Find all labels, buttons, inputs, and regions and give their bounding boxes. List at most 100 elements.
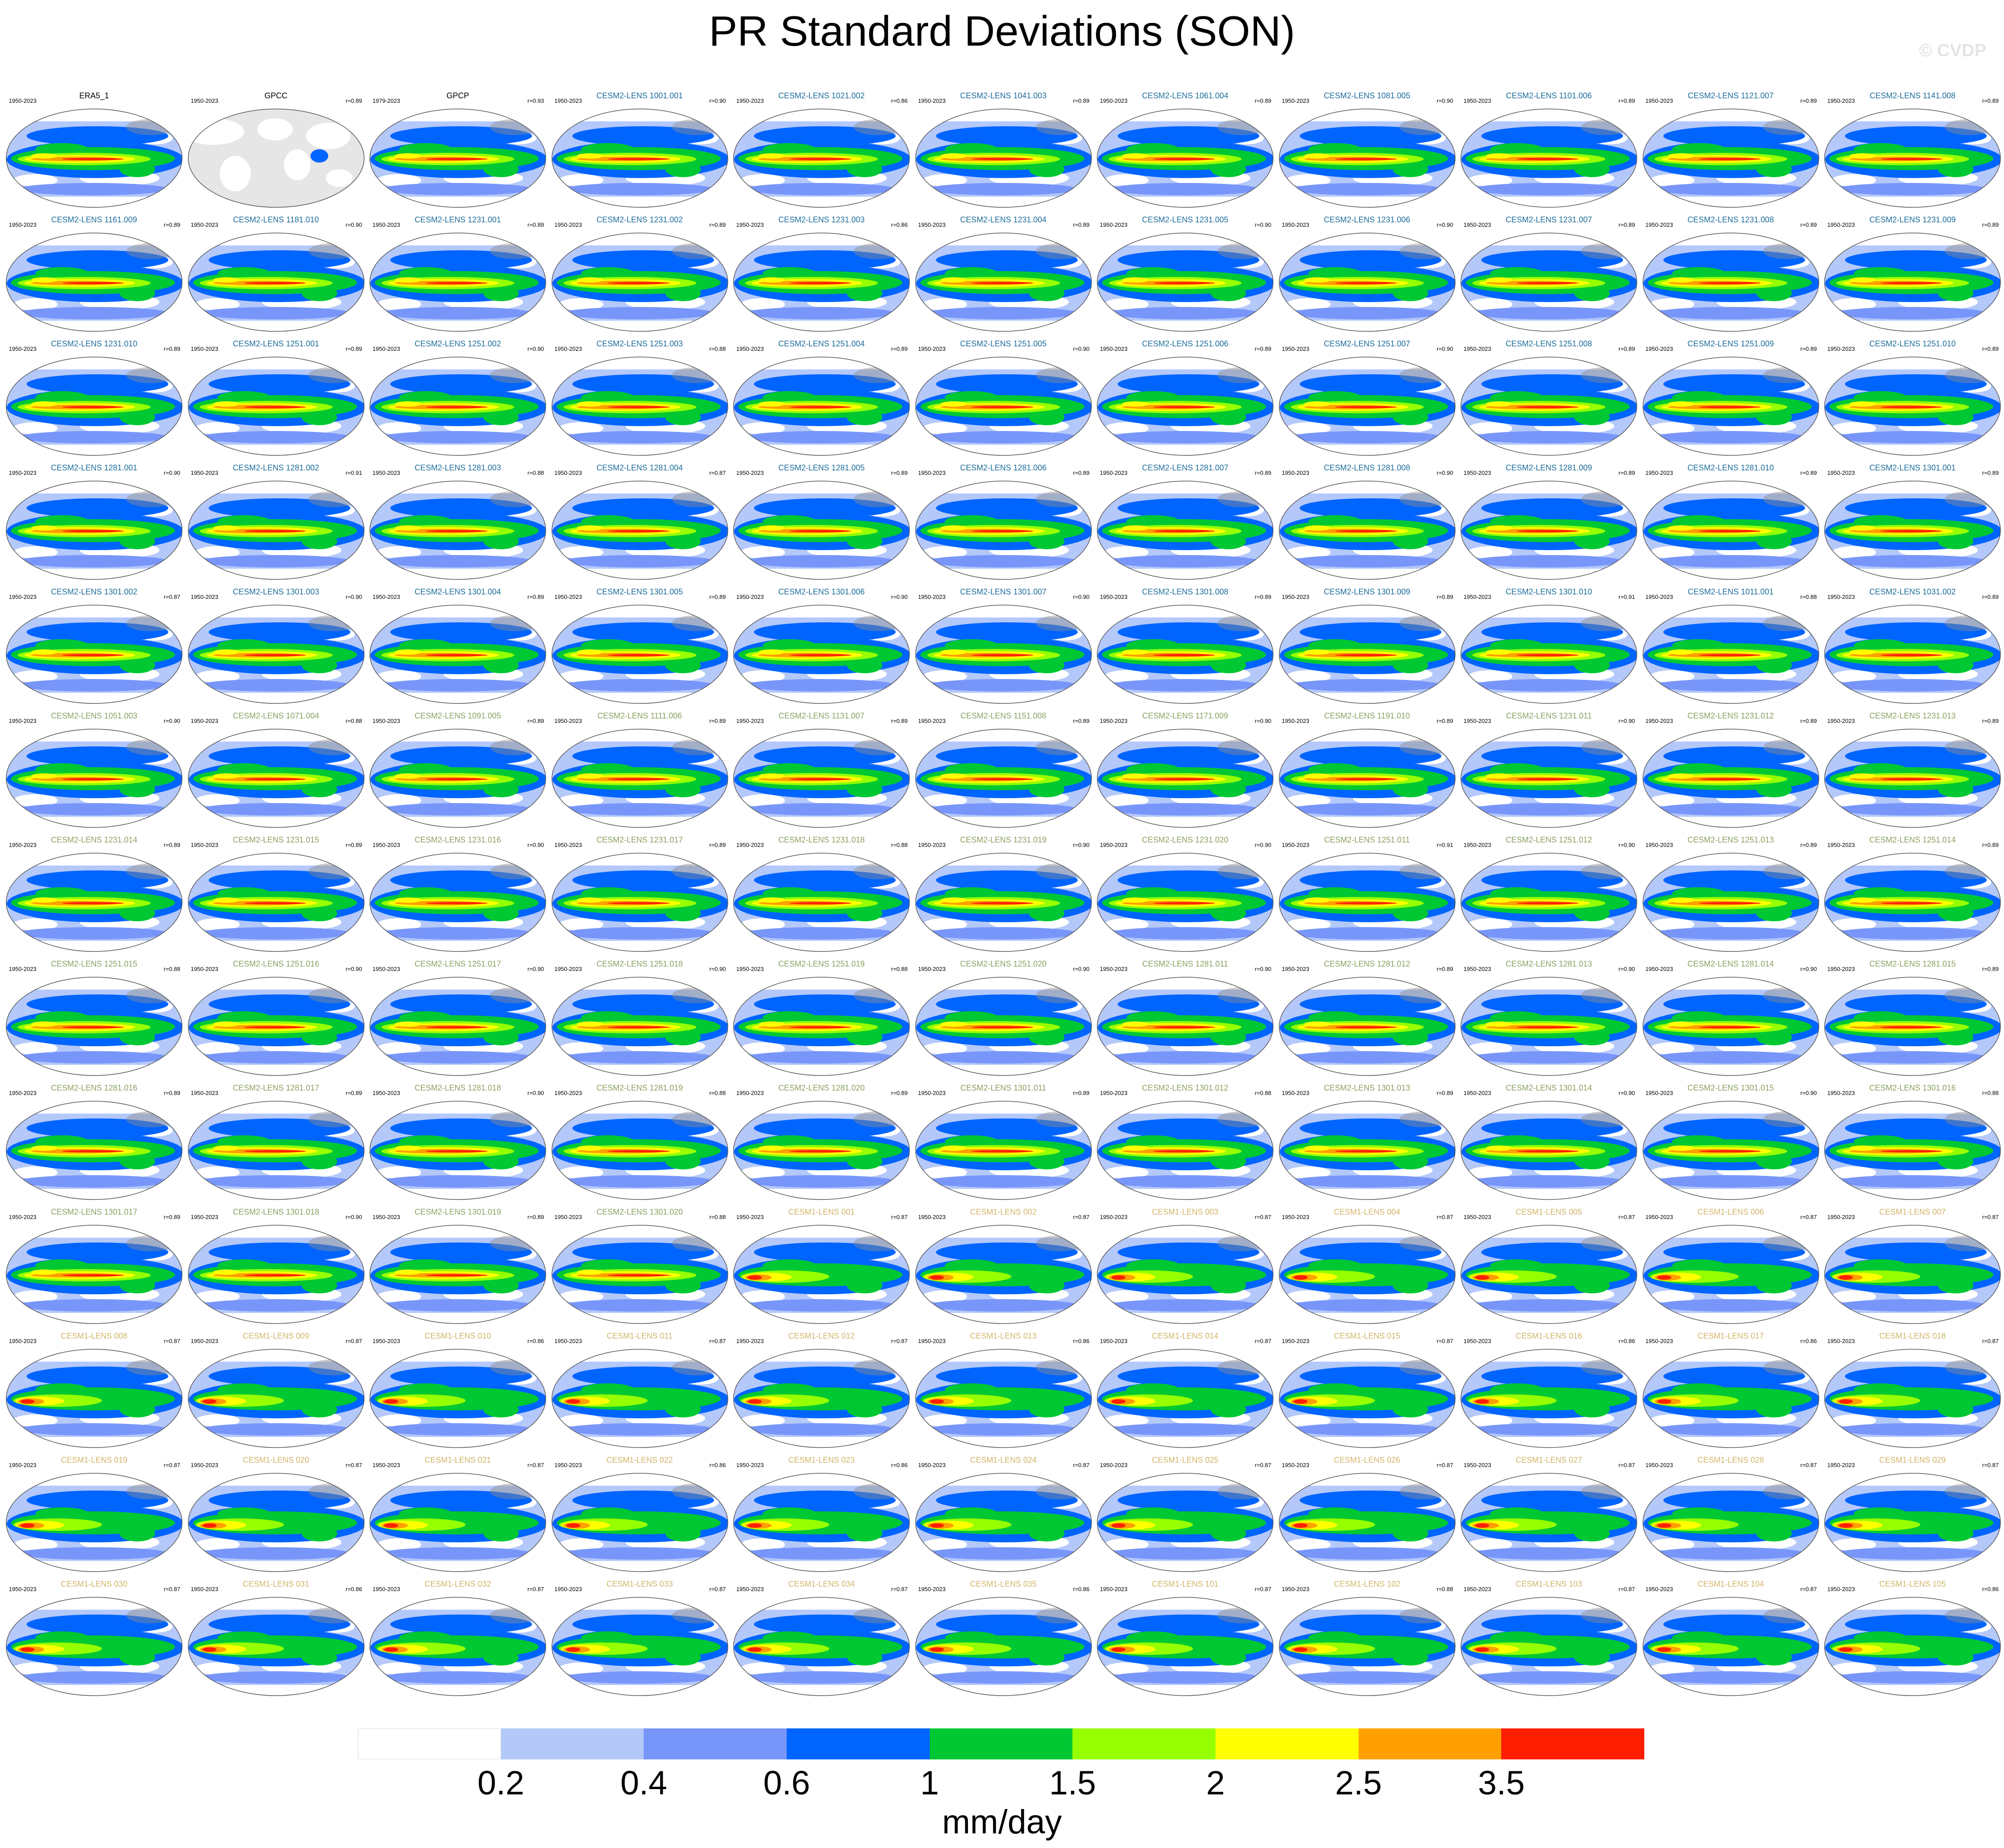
panel-correlation: r=0.87 (163, 1338, 180, 1344)
panel-title: ERA5_1 (79, 91, 109, 100)
map-panel: CESM2-LENS 1281.009 1950-2023 r=0.89 (1459, 461, 1639, 580)
panel-period: 1950-2023 (1464, 221, 1491, 228)
panel-title: CESM2-LENS 1251.004 (778, 339, 865, 348)
panel-title: CESM2-LENS 1001.001 (596, 91, 683, 100)
panel-title: CESM2-LENS 1301.007 (960, 587, 1047, 596)
panel-correlation: r=0.88 (891, 842, 908, 848)
panel-correlation: r=0.89 (346, 842, 362, 848)
panel-title: CESM2-LENS 1231.001 (414, 215, 501, 224)
panel-correlation: r=0.90 (1073, 346, 1090, 352)
map-panel: CESM2-LENS 1031.002 1950-2023 r=0.89 (1823, 585, 2002, 704)
panel-correlation: r=0.90 (891, 594, 908, 600)
map-panel: CESM2-LENS 1231.005 1950-2023 r=0.90 (1095, 213, 1275, 332)
panel-title: CESM1-LENS 010 (424, 1332, 491, 1340)
panel-correlation: r=0.87 (1982, 1338, 1999, 1344)
map-panel: CESM2-LENS 1301.019 1950-2023 r=0.89 (368, 1205, 548, 1324)
map-panel: CESM2-LENS 1131.007 1950-2023 r=0.89 (732, 709, 911, 828)
panel-title: CESM2-LENS 1231.004 (960, 215, 1047, 224)
map (1824, 357, 2001, 456)
map-panel: CESM2-LENS 1231.014 1950-2023 r=0.89 (4, 833, 184, 952)
panel-title: CESM2-LENS 1281.019 (596, 1083, 683, 1092)
panel-correlation: r=0.88 (1254, 1090, 1271, 1096)
map-panel: CESM2-LENS 1301.002 1950-2023 r=0.87 (4, 585, 184, 704)
map (6, 605, 183, 704)
map-panel: CESM2-LENS 1301.013 1950-2023 r=0.89 (1278, 1081, 1457, 1200)
panel-correlation: r=0.89 (1800, 97, 1817, 104)
map-panel: CESM1-LENS 102 1950-2023 r=0.88 (1278, 1577, 1457, 1697)
panel-correlation: r=0.89 (1982, 346, 1999, 352)
panel-correlation: r=0.90 (163, 470, 180, 476)
map-panel: CESM2-LENS 1301.005 1950-2023 r=0.89 (550, 585, 730, 704)
panel-period: 1950-2023 (554, 97, 582, 104)
map (1278, 1101, 1456, 1200)
panel-period: 1950-2023 (373, 594, 400, 600)
panel-title: CESM2-LENS 1231.002 (596, 215, 683, 224)
panel-correlation: r=0.86 (1073, 1586, 1090, 1592)
map (1824, 605, 2001, 704)
panel-period: 1979-2023 (373, 97, 400, 104)
panel-title: CESM2-LENS 1251.003 (596, 339, 683, 348)
colorbar-swatch (358, 1728, 501, 1759)
panel-correlation: r=0.90 (1254, 221, 1271, 228)
panel-period: 1950-2023 (736, 1586, 764, 1592)
panel-correlation: r=0.89 (1437, 718, 1453, 724)
colorbar-tick-label: 0.6 (763, 1764, 810, 1802)
map (1642, 977, 1819, 1076)
panel-title: CESM2-LENS 1231.013 (1869, 711, 1956, 720)
panel-period: 1950-2023 (918, 594, 946, 600)
map (1460, 1101, 1637, 1200)
panel-correlation: r=0.89 (527, 221, 544, 228)
map (915, 729, 1092, 828)
panel-title: CESM2-LENS 1251.002 (414, 339, 501, 348)
map-panel: CESM2-LENS 1251.014 1950-2023 r=0.89 (1823, 833, 2002, 952)
panel-correlation: r=0.89 (1618, 97, 1635, 104)
panel-period: 1950-2023 (373, 1090, 400, 1096)
map-panel: CESM2-LENS 1161.009 1950-2023 r=0.89 (4, 213, 184, 332)
panel-period: 1950-2023 (1464, 1462, 1491, 1468)
map-panel: CESM1-LENS 035 1950-2023 r=0.86 (914, 1577, 1093, 1697)
panel-title: CESM1-LENS 021 (424, 1456, 491, 1464)
map (369, 605, 546, 704)
map-panel: CESM2-LENS 1301.009 1950-2023 r=0.89 (1278, 585, 1457, 704)
colorbar-swatch (929, 1728, 1073, 1759)
panel-title: CESM1-LENS 013 (970, 1332, 1037, 1340)
panel-title: CESM2-LENS 1251.007 (1324, 339, 1410, 348)
map (1097, 1225, 1274, 1324)
panel-correlation: r=0.90 (1437, 97, 1453, 104)
map-panel: CESM2-LENS 1301.016 1950-2023 r=0.88 (1823, 1081, 2002, 1200)
map (1097, 109, 1274, 208)
map-panel: GPCP 1979-2023 r=0.93 (368, 89, 548, 208)
map (1642, 1349, 1819, 1448)
map (1642, 1597, 1819, 1696)
map (369, 1473, 546, 1572)
panel-period: 1950-2023 (554, 718, 582, 724)
map (6, 357, 183, 456)
panel-period: 1950-2023 (9, 346, 37, 352)
map-panel: CESM2-LENS 1231.010 1950-2023 r=0.89 (4, 337, 184, 456)
panel-correlation: r=0.89 (1618, 346, 1635, 352)
panel-title: CESM2-LENS 1121.007 (1688, 91, 1774, 100)
panel-period: 1950-2023 (1645, 97, 1673, 104)
panel-period: 1950-2023 (1464, 1214, 1491, 1220)
map (1460, 1473, 1637, 1572)
map-panel: CESM1-LENS 006 1950-2023 r=0.87 (1641, 1205, 1821, 1324)
panel-correlation: r=0.90 (1618, 1090, 1635, 1096)
panel-correlation: r=0.88 (1437, 1586, 1453, 1592)
colorbar-swatch (501, 1728, 644, 1759)
panel-title: CESM2-LENS 1281.011 (1142, 959, 1228, 968)
map-panel: CESM2-LENS 1001.001 1950-2023 r=0.90 (550, 89, 730, 208)
panel-correlation: r=0.89 (1254, 470, 1271, 476)
panel-title: CESM2-LENS 1281.009 (1505, 463, 1592, 472)
map (1824, 1597, 2001, 1696)
map-panel: CESM1-LENS 011 1950-2023 r=0.87 (550, 1329, 730, 1448)
panel-period: 1950-2023 (1282, 1586, 1309, 1592)
panel-period: 1950-2023 (554, 594, 582, 600)
panel-correlation: r=0.90 (1800, 1090, 1817, 1096)
panel-correlation: r=0.89 (1618, 470, 1635, 476)
map (187, 977, 365, 1076)
panel-title: CESM1-LENS 104 (1697, 1580, 1764, 1588)
panel-period: 1950-2023 (190, 97, 218, 104)
panel-correlation: r=0.87 (163, 1586, 180, 1592)
map (915, 233, 1092, 332)
panel-period: 1950-2023 (373, 1214, 400, 1220)
